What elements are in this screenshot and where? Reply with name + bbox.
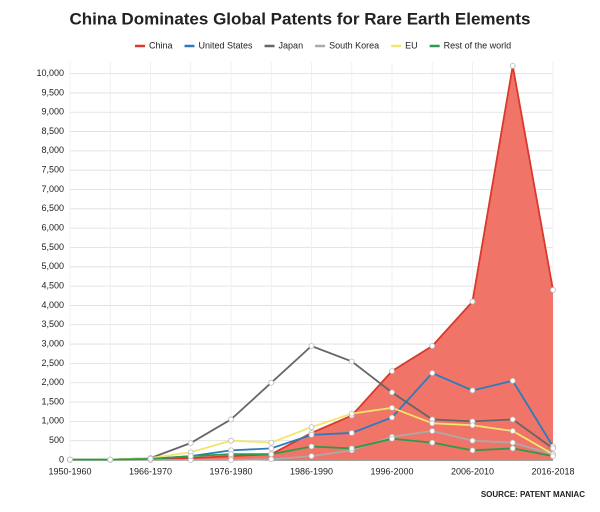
point [308, 424, 315, 431]
point [550, 453, 556, 460]
y-tick-label: 9,000 [41, 107, 64, 117]
y-tick-label: 6,500 [41, 203, 64, 213]
y-tick-label: 2,500 [41, 358, 64, 368]
y-tick-label: 9,500 [41, 87, 64, 97]
point [469, 387, 476, 394]
point [429, 439, 436, 446]
point [469, 437, 476, 444]
y-tick-label: 7,000 [41, 184, 64, 194]
point [268, 456, 275, 463]
point [107, 456, 114, 463]
point [67, 456, 73, 463]
x-tick-label: 2006-2010 [451, 466, 494, 476]
legend-label: Japan [279, 40, 304, 50]
point [509, 428, 516, 434]
legend-label: EU [405, 40, 418, 50]
point [228, 457, 234, 463]
y-tick-label: 7,500 [41, 165, 64, 175]
point [550, 287, 556, 293]
point [308, 343, 315, 349]
y-tick-label: 8,500 [41, 126, 64, 136]
point [147, 455, 154, 462]
y-tick-label: 3,500 [41, 319, 64, 329]
point [308, 453, 315, 460]
point [509, 439, 516, 446]
point [469, 447, 476, 454]
point [308, 443, 315, 450]
point [469, 422, 476, 429]
legend-label: China [149, 40, 173, 50]
point [268, 379, 275, 386]
point [389, 389, 395, 396]
y-tick-label: 1,000 [41, 416, 64, 426]
point [228, 437, 234, 444]
y-tick-label: 6,000 [41, 223, 64, 233]
y-tick-label: 5,000 [41, 261, 64, 271]
point [308, 431, 315, 438]
point [348, 430, 355, 436]
point [268, 445, 275, 452]
source: SOURCE: PATENT MANIAC [481, 490, 585, 499]
y-tick-label: 3,000 [41, 338, 64, 348]
point [268, 451, 275, 458]
y-tick-label: 2,000 [41, 377, 64, 387]
point [509, 377, 516, 384]
x-tick-label: 2016-2018 [531, 466, 574, 476]
y-tick-label: 5,500 [41, 242, 64, 252]
x-tick-label: 1996-2000 [370, 466, 413, 476]
x-tick-label: 1986-1990 [290, 466, 333, 476]
point [389, 404, 395, 411]
y-tick-label: 500 [49, 435, 64, 445]
point [187, 453, 194, 460]
point [389, 435, 395, 442]
x-tick-label: 1966-1970 [129, 466, 172, 476]
point [469, 298, 476, 305]
chart-title: China Dominates Global Patents for Rare … [69, 9, 530, 28]
point [429, 428, 436, 434]
point [187, 440, 194, 446]
x-tick-label: 1950-1960 [48, 466, 91, 476]
area [70, 65, 553, 460]
point [348, 445, 355, 452]
y-tick-label: 0 [59, 454, 64, 464]
point [429, 343, 436, 349]
point [228, 416, 234, 423]
legend-label: Rest of the world [444, 40, 512, 50]
y-tick-label: 10,000 [36, 68, 64, 78]
legend-label: South Korea [329, 40, 379, 50]
point [228, 451, 234, 458]
point [389, 414, 395, 421]
legend-label: United States [199, 40, 254, 50]
y-tick-label: 4,000 [41, 300, 64, 310]
point [348, 410, 355, 417]
point [429, 370, 436, 376]
x-tick-label: 1976-1980 [209, 466, 252, 476]
point [509, 62, 516, 69]
point [268, 439, 275, 446]
point [429, 420, 436, 427]
point [550, 445, 556, 452]
y-tick-label: 4,500 [41, 280, 64, 290]
y-tick-label: 8,000 [41, 145, 64, 155]
point [348, 358, 355, 365]
point [509, 445, 516, 452]
point [389, 368, 395, 375]
point [509, 416, 516, 423]
y-tick-label: 1,500 [41, 396, 64, 406]
